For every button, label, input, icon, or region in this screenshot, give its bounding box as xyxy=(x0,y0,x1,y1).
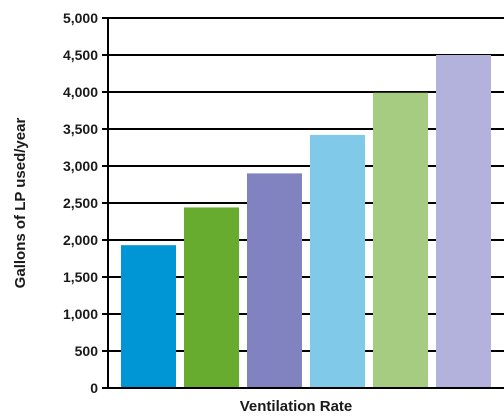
bar xyxy=(373,92,428,389)
bar xyxy=(436,55,491,388)
y-axis-label: Gallons of LP used/year xyxy=(12,118,29,289)
y-tick-labels: 0 500 1,000 1,500 2,000 2,500 3,000 3,500 4,000 4… xyxy=(63,10,98,396)
y-tick-label: 3,500 xyxy=(63,121,98,137)
y-tick-label: 1,000 xyxy=(63,306,98,322)
axes xyxy=(102,17,504,389)
bars xyxy=(121,55,491,389)
x-axis-label: Ventilation Rate xyxy=(240,398,353,415)
y-tick-label: 0 xyxy=(90,380,98,396)
bar xyxy=(121,245,176,388)
y-tick-label: 4,500 xyxy=(63,47,98,63)
bar xyxy=(310,134,365,388)
y-tick-label: 2,500 xyxy=(63,195,98,211)
y-tick-label: 4,000 xyxy=(63,84,98,100)
y-tick-label: 1,500 xyxy=(63,269,98,285)
y-tick-label: 3,000 xyxy=(63,158,98,174)
y-tick-label: 500 xyxy=(75,343,99,359)
y-tick-label: 2,000 xyxy=(63,232,98,248)
y-tick-label: 5,000 xyxy=(63,10,98,26)
bar xyxy=(184,207,239,388)
bar xyxy=(247,173,302,388)
